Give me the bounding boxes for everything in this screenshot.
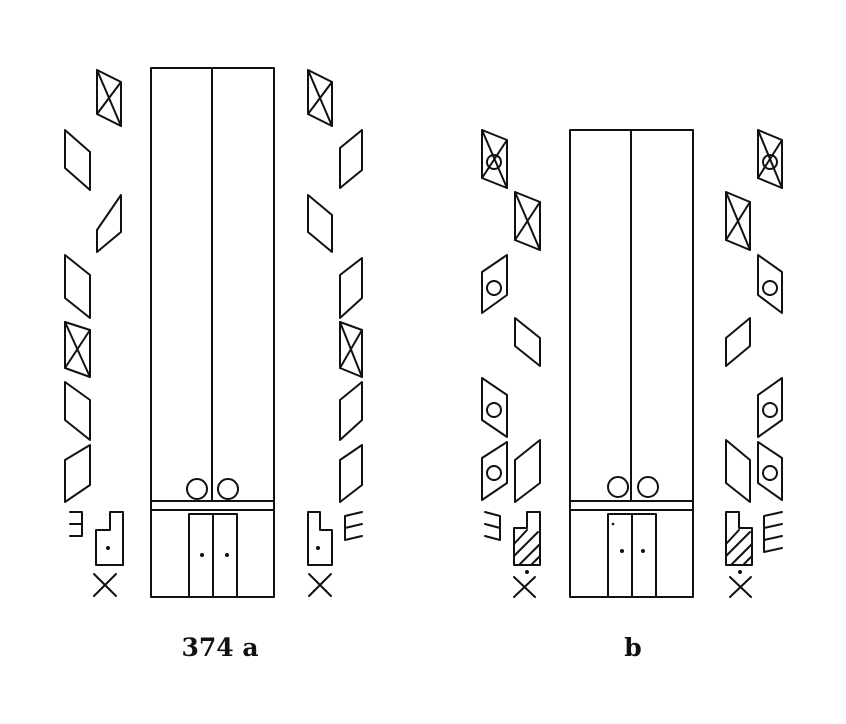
panel-b-door-structure — [569, 129, 694, 598]
panel-a-caption: 374 a — [181, 633, 258, 662]
notched-block-marker — [307, 511, 333, 566]
rhombus-marker — [514, 317, 541, 367]
comb-marker — [763, 511, 783, 553]
panel-b-right-markers — [725, 129, 783, 598]
bowtie-circle-marker — [481, 129, 508, 189]
panel-a: 374 a — [64, 67, 363, 662]
hatched-block-marker — [725, 511, 753, 574]
cross-marker — [729, 576, 752, 598]
comb-marker — [69, 511, 83, 537]
cross-marker — [308, 573, 332, 597]
panel-a-right-knob — [217, 478, 239, 500]
rhombus-marker — [514, 439, 541, 503]
bowtie-circle-marker — [757, 129, 783, 189]
hatched-block-marker — [513, 511, 541, 574]
rhombus-circle-marker — [757, 441, 783, 501]
bowtie-marker — [514, 191, 541, 251]
cross-marker — [513, 576, 536, 598]
comb-marker — [484, 511, 501, 541]
panel-b-caption: b — [624, 633, 641, 662]
bowtie-marker — [96, 69, 122, 127]
panel-a-left-markers — [64, 69, 124, 597]
bowtie-marker — [307, 69, 333, 127]
rhombus-marker — [64, 129, 91, 191]
rhombus-marker — [64, 444, 91, 503]
rhombus-marker — [339, 129, 363, 189]
rhombus-circle-marker — [481, 254, 508, 314]
cross-marker — [93, 573, 117, 597]
panel-b-left-markers — [481, 129, 541, 598]
bowtie-marker — [64, 321, 91, 378]
rhombus-marker — [339, 257, 363, 319]
bowtie-marker — [725, 191, 751, 251]
rhombus-marker — [339, 444, 363, 503]
panel-b-left-knob — [607, 476, 629, 498]
bowtie-marker — [339, 321, 363, 378]
panel-a-left-knob — [186, 478, 208, 500]
rhombus-marker — [307, 194, 333, 253]
rhombus-marker — [96, 194, 122, 253]
rhombus-marker — [339, 381, 363, 441]
rhombus-circle-marker — [757, 254, 783, 314]
rhombus-marker — [64, 254, 91, 319]
rhombus-marker — [64, 381, 91, 441]
rhombus-circle-marker — [757, 377, 783, 438]
rhombus-circle-marker — [481, 441, 508, 501]
rhombus-marker — [725, 439, 751, 503]
notched-block-marker — [95, 511, 124, 566]
panel-a-right-markers — [307, 69, 363, 597]
panel-a-door-structure — [150, 67, 275, 598]
comb-marker — [344, 511, 363, 541]
rhombus-marker — [725, 317, 751, 367]
panel-b-right-knob — [637, 476, 659, 498]
panel-b: b — [481, 129, 783, 662]
rhombus-circle-marker — [481, 377, 508, 438]
